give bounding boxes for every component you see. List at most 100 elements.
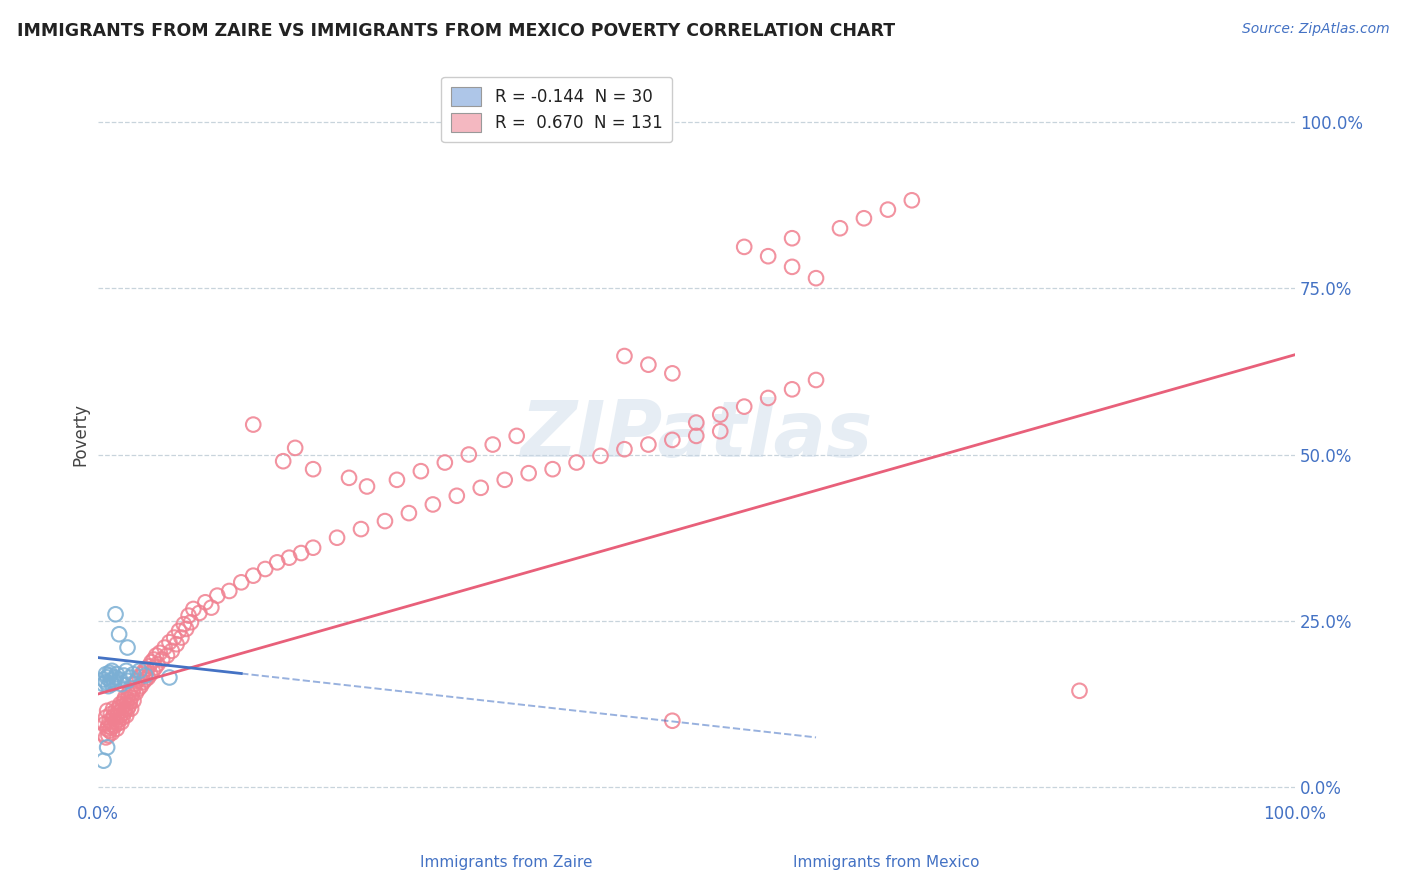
Point [115,708,138,723]
Point [200,600,222,615]
Text: Immigrants from Zaire: Immigrants from Zaire [420,855,592,870]
Point [180,615,202,630]
Point [356,479,378,493]
Point [117,673,139,688]
Point [118,687,141,701]
Point [350,522,373,536]
Point [541,462,564,476]
Point [135,662,157,676]
Point [122,694,145,708]
Point [139,667,162,681]
Point [160,644,183,658]
Point [134,668,156,682]
Point [517,466,540,480]
Point [96,704,118,718]
Point [153,640,176,655]
Point [142,664,165,678]
Point [613,442,636,457]
Point [170,631,193,645]
Point [138,659,160,673]
Text: Immigrants from Mexico: Immigrants from Mexico [793,855,979,870]
Point [685,416,707,430]
Point [112,706,135,720]
Point [94,667,117,681]
Point [104,671,127,685]
Point [146,657,169,672]
Point [108,673,131,687]
Point [374,514,396,528]
Point [103,719,125,733]
Point [242,417,264,432]
Point [112,694,135,708]
Point [97,728,120,742]
Point [852,211,875,226]
Point [129,679,152,693]
Point [278,550,301,565]
Point [174,622,197,636]
Point [131,667,153,681]
Point [98,714,121,728]
Point [101,710,124,724]
Point [565,456,588,470]
Point [302,541,325,555]
Point [780,231,803,245]
Point [134,673,156,687]
Point [103,708,125,723]
Point [150,652,173,666]
Point [97,679,120,693]
Point [804,271,827,285]
Point [110,708,132,723]
Point [107,706,129,720]
Point [101,677,124,691]
Point [105,722,128,736]
Point [231,575,253,590]
Point [107,716,129,731]
Point [101,673,124,687]
Point [93,727,115,741]
Legend: R = -0.144  N = 30, R =  0.670  N = 131: R = -0.144 N = 30, R = 0.670 N = 131 [441,77,672,142]
Point [94,710,117,724]
Point [505,429,527,443]
Point [167,624,190,638]
Point [637,437,659,451]
Point [756,391,779,405]
Point [105,710,128,724]
Point [120,690,142,705]
Point [141,655,163,669]
Point [733,400,755,414]
Point [218,584,240,599]
Point [93,673,115,687]
Point [290,546,312,560]
Point [111,699,134,714]
Point [110,677,132,691]
Point [104,607,127,622]
Point [125,686,148,700]
Point [804,373,827,387]
Point [104,715,127,730]
Point [685,429,707,443]
Point [101,717,124,731]
Point [108,627,131,641]
Point [157,635,180,649]
Point [661,433,683,447]
Point [457,448,479,462]
Point [157,671,180,685]
Point [114,690,136,705]
Point [122,681,145,696]
Point [589,449,612,463]
Point [409,464,432,478]
Point [98,668,121,682]
Point [94,731,117,745]
Point [101,664,124,678]
Point [398,506,420,520]
Point [127,673,149,688]
Point [709,408,731,422]
Point [117,702,139,716]
Point [1069,683,1091,698]
Point [104,704,127,718]
Text: Source: ZipAtlas.com: Source: ZipAtlas.com [1241,22,1389,37]
Point [173,617,195,632]
Point [96,722,118,736]
Point [112,668,135,682]
Point [337,471,360,485]
